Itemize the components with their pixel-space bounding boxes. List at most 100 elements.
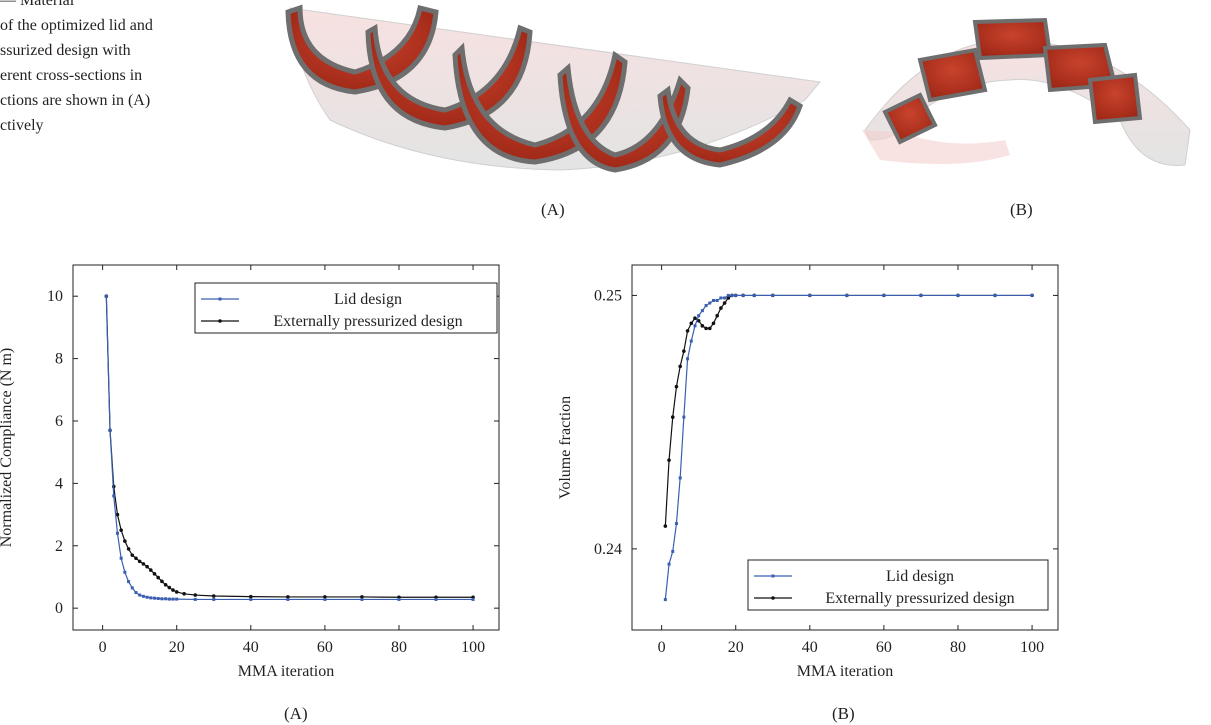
data-point <box>145 564 149 569</box>
data-point <box>682 415 686 419</box>
data-point <box>249 597 253 601</box>
data-point <box>678 476 682 480</box>
data-point <box>141 562 146 566</box>
data-point <box>707 326 712 331</box>
data-point <box>682 349 686 353</box>
data-point <box>674 522 678 526</box>
y-tick-label: 6 <box>55 413 63 430</box>
x-tick-label: 60 <box>317 639 333 656</box>
data-point <box>689 321 694 326</box>
data-point <box>667 458 671 462</box>
data-point <box>112 494 116 498</box>
data-point <box>471 597 475 601</box>
data-point <box>808 293 812 297</box>
data-point <box>286 597 290 601</box>
legend-label: Externally pressurized design <box>825 590 1014 607</box>
data-point <box>726 296 731 300</box>
data-point <box>126 547 131 551</box>
legend-box <box>747 559 1049 611</box>
data-point <box>138 593 142 597</box>
data-point <box>171 588 175 592</box>
data-point <box>719 296 723 300</box>
x-axis-label: MMA iteration <box>238 663 334 680</box>
data-point <box>685 329 690 333</box>
data-point <box>137 559 142 564</box>
x-tick-label: 40 <box>802 639 818 656</box>
x-axis-label: MMA iteration <box>797 663 893 680</box>
data-point <box>145 595 149 599</box>
data-point <box>700 309 704 313</box>
data-point <box>115 512 120 517</box>
data-point <box>693 316 697 321</box>
series-line <box>105 296 474 598</box>
data-point <box>182 592 186 596</box>
data-point <box>697 314 701 318</box>
x-tick-label: 0 <box>99 639 107 656</box>
x-tick-label: 80 <box>950 639 966 656</box>
data-point <box>156 575 160 580</box>
data-point <box>119 528 123 532</box>
data-point <box>771 293 775 297</box>
x-tick-label: 0 <box>658 639 666 656</box>
data-point <box>708 301 712 305</box>
x-tick-label: 20 <box>169 639 185 656</box>
series-line <box>664 294 1033 600</box>
y-tick-label: 0.24 <box>594 541 622 558</box>
data-point <box>845 293 849 297</box>
data-point <box>719 306 723 310</box>
data-point <box>956 293 960 297</box>
data-point <box>704 304 708 308</box>
data-point <box>671 549 675 553</box>
y-tick-label: 10 <box>47 288 63 305</box>
data-point <box>134 591 138 595</box>
data-point <box>123 570 127 574</box>
data-point <box>127 580 131 584</box>
top-figure-label-a: (A) <box>541 200 565 219</box>
data-point <box>163 582 168 587</box>
y-tick-label: 4 <box>55 475 63 492</box>
data-point <box>212 597 216 601</box>
legend-label: Externally pressurized design <box>273 313 462 330</box>
data-point <box>171 597 175 601</box>
data-point <box>249 594 253 599</box>
data-point <box>123 539 127 543</box>
data-point <box>700 324 705 328</box>
data-point <box>286 595 290 599</box>
y-tick-label: 8 <box>55 351 63 368</box>
data-point <box>715 313 719 318</box>
caption-line: ssurized design with <box>0 42 131 59</box>
data-point <box>323 597 327 601</box>
bottom-figure-label-a: (A) <box>284 704 308 723</box>
caption-line: erent cross-sections in <box>0 67 143 84</box>
data-point <box>678 364 682 369</box>
x-tick-label: 40 <box>243 639 259 656</box>
data-point <box>723 296 727 300</box>
legend-marker <box>218 319 222 323</box>
data-point <box>360 595 364 599</box>
caption-line: ctively <box>0 117 44 134</box>
data-point <box>693 324 697 328</box>
caption-line: ctions are shown in (A) <box>0 92 151 109</box>
data-point <box>704 326 708 331</box>
top-figure-label-b: (B) <box>1010 200 1033 219</box>
y-tick-label: 0 <box>55 600 63 617</box>
legend-marker <box>771 596 775 600</box>
data-point <box>167 597 171 601</box>
data-point <box>730 293 734 297</box>
x-tick-label: 100 <box>1020 639 1044 656</box>
data-point <box>115 531 119 535</box>
data-point <box>160 579 164 584</box>
data-point <box>193 593 198 597</box>
data-point <box>752 293 756 297</box>
y-axis-label: Normalized Compliance (N m) <box>0 348 15 548</box>
data-point <box>711 321 716 326</box>
data-point <box>104 294 108 298</box>
data-point <box>152 572 157 576</box>
data-point <box>1030 293 1034 297</box>
data-point <box>667 562 671 566</box>
data-point <box>149 596 153 600</box>
plot-frame <box>72 264 500 631</box>
data-point <box>722 301 727 305</box>
data-point <box>130 586 134 590</box>
